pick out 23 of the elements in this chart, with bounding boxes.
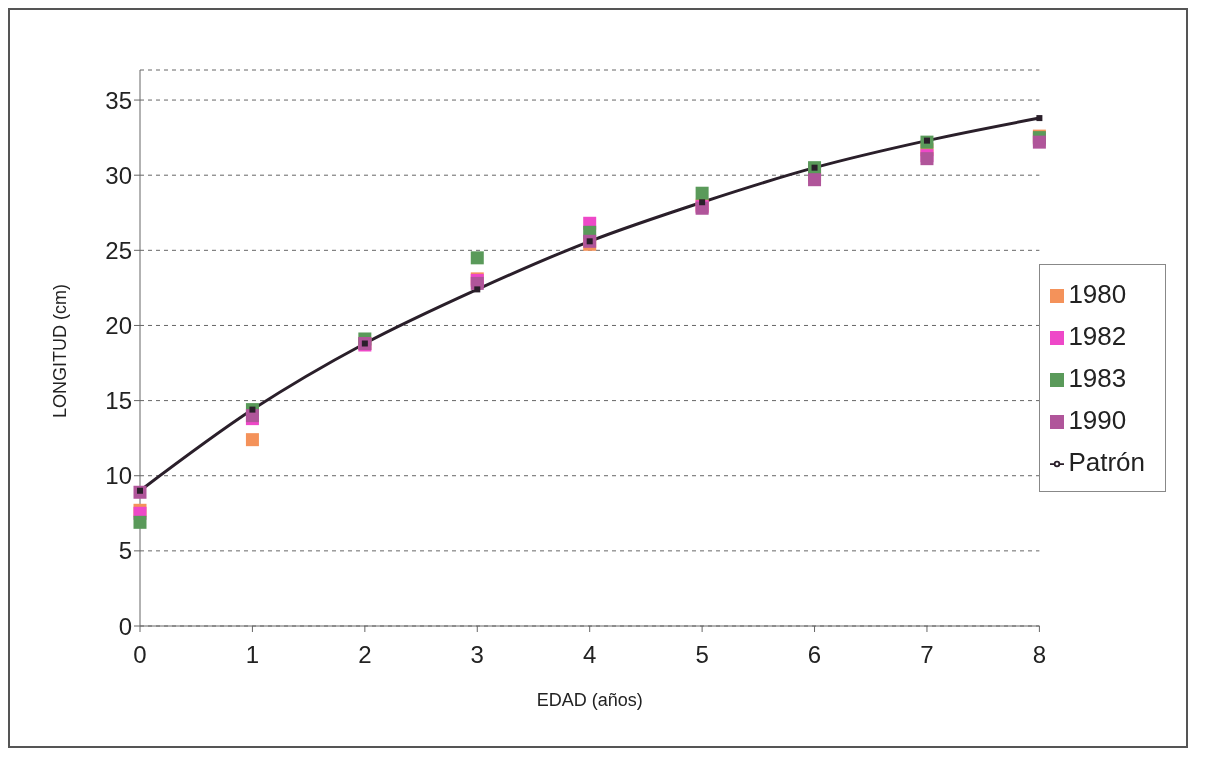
- y-tick-label: 20: [105, 311, 132, 339]
- x-tick-label: 3: [470, 641, 484, 669]
- x-axis-title: EDAD (años): [536, 690, 643, 710]
- legend-label: 1982: [1068, 321, 1127, 351]
- x-tick-label: 5: [695, 641, 709, 669]
- x-tick-label: 6: [807, 641, 822, 669]
- y-tick-label: 30: [105, 161, 132, 189]
- x-tick-label: 8: [1032, 641, 1047, 669]
- legend-label: 1980: [1068, 279, 1127, 309]
- y-tick-label: 10: [105, 462, 132, 490]
- legend-label: 1990: [1068, 405, 1127, 435]
- legend-label: 1983: [1068, 363, 1127, 393]
- y-tick-label: 5: [118, 537, 132, 565]
- y-tick-label: 15: [105, 387, 132, 415]
- y-axis-title: LONGITUD (cm): [50, 284, 71, 418]
- x-tick-label: 2: [358, 641, 372, 669]
- x-tick-label: 4: [583, 641, 597, 669]
- y-tick-label: 35: [105, 86, 132, 114]
- y-tick-label: 25: [105, 236, 132, 264]
- y-tick-label: 0: [118, 612, 132, 640]
- x-tick-label: 7: [920, 641, 934, 669]
- x-tick-label: 1: [245, 641, 260, 669]
- legend-label: Patrón: [1068, 447, 1145, 477]
